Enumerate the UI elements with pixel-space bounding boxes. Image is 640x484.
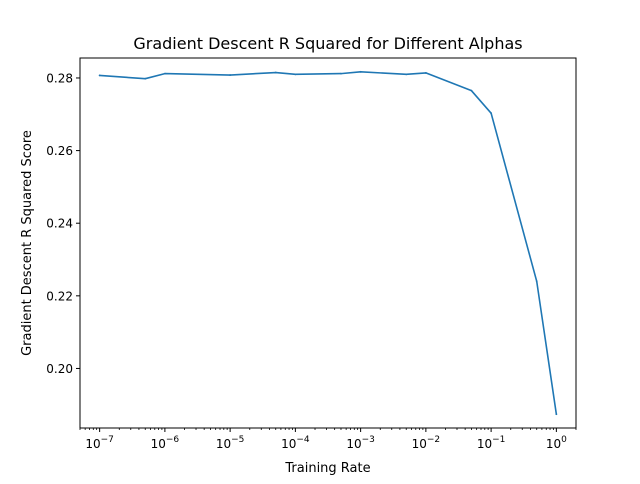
x-tick-exponent: −3 bbox=[362, 435, 375, 445]
data-point bbox=[535, 280, 538, 283]
x-tick-label: 10−7 bbox=[85, 435, 114, 451]
data-point bbox=[470, 89, 473, 92]
x-tick-label: 10−6 bbox=[151, 435, 180, 451]
x-axis-ticks: 10−7 10−6 10−5 10−4 10−3 10−2 10−1 100 bbox=[79, 428, 577, 451]
x-tick-exponent: 0 bbox=[561, 435, 567, 445]
x-tick-label: 100 bbox=[546, 435, 567, 451]
x-tick-base: 10 bbox=[546, 437, 561, 451]
x-tick-base: 10 bbox=[346, 437, 361, 451]
y-tick-label: 0.22 bbox=[46, 289, 73, 303]
x-axis-label: Training Rate bbox=[284, 461, 370, 476]
data-point bbox=[163, 72, 166, 75]
x-tick-exponent: −7 bbox=[101, 435, 114, 445]
series-layer bbox=[98, 70, 558, 416]
data-point bbox=[340, 72, 342, 75]
chart-title: Gradient Descent R Squared for Different… bbox=[133, 34, 522, 53]
x-tick-base: 10 bbox=[412, 437, 427, 451]
y-axis-ticks: 0.20 0.22 0.24 0.26 0.28 bbox=[46, 71, 80, 376]
x-tick-base: 10 bbox=[477, 437, 492, 451]
data-point bbox=[144, 77, 147, 80]
x-tick-base: 10 bbox=[281, 437, 296, 451]
x-tick-label: 10−1 bbox=[477, 435, 506, 451]
x-tick-label: 10−5 bbox=[216, 435, 245, 451]
x-tick-base: 10 bbox=[85, 437, 100, 451]
x-tick-exponent: −1 bbox=[492, 435, 505, 445]
x-tick-base: 10 bbox=[216, 437, 231, 451]
data-point bbox=[229, 74, 232, 76]
x-tick-base: 10 bbox=[151, 437, 166, 451]
data-point bbox=[274, 71, 277, 74]
x-tick-label: 10−3 bbox=[346, 435, 375, 451]
y-tick-label: 0.26 bbox=[46, 144, 73, 158]
data-point bbox=[405, 73, 408, 76]
data-point bbox=[294, 73, 297, 76]
y-tick-label: 0.20 bbox=[46, 362, 73, 376]
x-tick-exponent: −4 bbox=[296, 435, 310, 445]
x-tick-label: 10−4 bbox=[281, 435, 310, 451]
y-tick-label: 0.28 bbox=[46, 71, 73, 85]
y-tick-label: 0.24 bbox=[46, 217, 73, 231]
x-tick-exponent: −5 bbox=[231, 435, 244, 445]
x-tick-label: 10−2 bbox=[412, 435, 441, 451]
x-tick-exponent: −2 bbox=[427, 435, 440, 445]
data-point bbox=[424, 71, 427, 74]
data-point bbox=[490, 112, 493, 115]
data-point bbox=[359, 70, 362, 73]
x-tick-exponent: −6 bbox=[166, 435, 180, 445]
plot-frame bbox=[79, 57, 577, 429]
data-point bbox=[98, 74, 101, 77]
y-axis-label: Gradient Descent R Squared Score bbox=[20, 130, 35, 356]
series-line bbox=[98, 71, 558, 416]
data-point bbox=[555, 413, 558, 416]
